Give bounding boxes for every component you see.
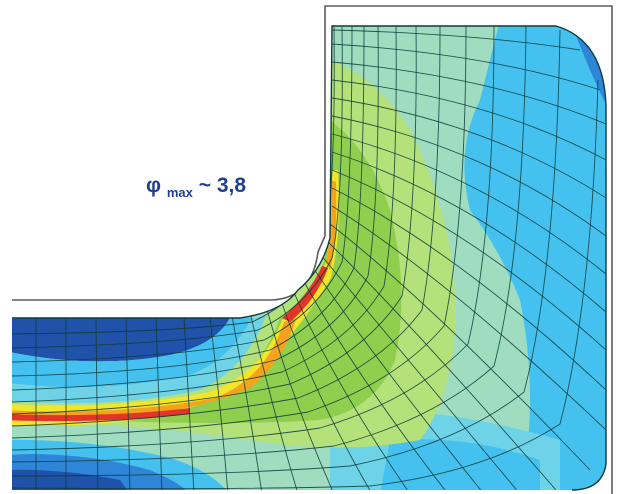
contour-low-right — [464, 26, 606, 490]
contour-sky-top-left — [12, 318, 252, 388]
mesh-flow-lines — [12, 26, 599, 490]
contour-red-band-corner — [282, 266, 328, 322]
strain-subscript: max — [167, 185, 194, 200]
strain-value: ~ 3,8 — [199, 174, 247, 197]
strain-annotation: φ max ~ 3,8 — [146, 174, 246, 202]
strain-symbol: φ — [146, 174, 161, 197]
contour-green-core — [12, 120, 402, 424]
workpiece-outline — [12, 25, 607, 491]
contour-sky-bottom-left — [12, 439, 230, 490]
contour-cyan-left — [12, 316, 266, 404]
mesh-transverse-lines — [35, 29, 606, 490]
contour-low-bottom-band — [380, 439, 540, 490]
